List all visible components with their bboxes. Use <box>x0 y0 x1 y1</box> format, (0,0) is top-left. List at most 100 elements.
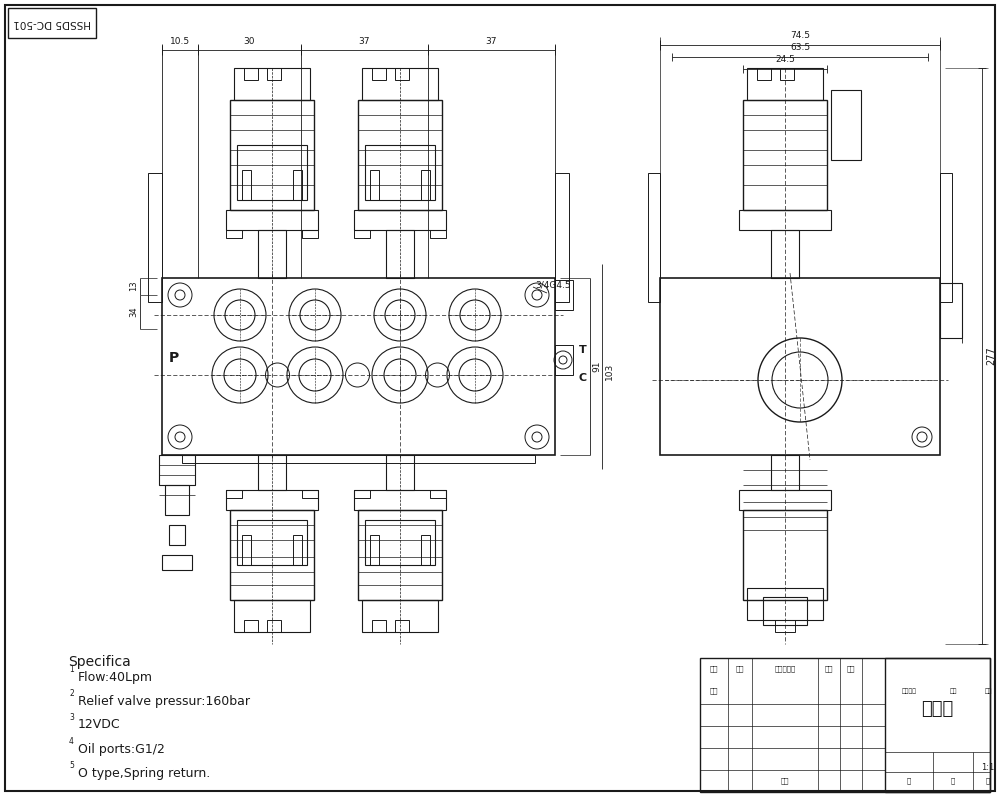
Bar <box>372 620 386 632</box>
Bar <box>358 510 442 600</box>
Text: 签字: 签字 <box>825 665 833 673</box>
Text: 10.5: 10.5 <box>170 37 190 45</box>
Text: 标记: 标记 <box>710 665 718 673</box>
Text: Specifica: Specifica <box>68 655 131 669</box>
Text: 37: 37 <box>359 37 370 45</box>
Text: HSSD5 DC-501: HSSD5 DC-501 <box>13 18 91 28</box>
Bar <box>421 170 430 200</box>
Text: T: T <box>579 345 587 355</box>
Bar <box>226 230 242 238</box>
Text: P: P <box>169 351 179 365</box>
Text: 3: 3 <box>69 713 74 722</box>
Bar <box>362 68 438 100</box>
Bar <box>940 283 962 338</box>
Bar <box>226 490 318 510</box>
Bar <box>395 620 409 632</box>
Bar <box>302 230 318 238</box>
Bar <box>747 68 823 100</box>
Bar <box>372 68 386 80</box>
Bar <box>230 510 314 600</box>
Text: 24.5: 24.5 <box>775 56 795 64</box>
Bar <box>739 490 831 510</box>
Text: 30: 30 <box>244 37 255 45</box>
Text: 比例: 比例 <box>984 689 992 694</box>
Text: O type,Spring return.: O type,Spring return. <box>78 767 210 779</box>
Text: 12VDC: 12VDC <box>78 719 121 732</box>
Bar <box>555 173 569 302</box>
Bar <box>182 455 535 463</box>
Bar <box>430 230 446 238</box>
Bar <box>230 100 314 210</box>
Bar <box>940 173 952 302</box>
Text: 63.5: 63.5 <box>790 44 810 53</box>
Bar <box>267 68 281 80</box>
Bar <box>234 600 310 632</box>
Bar <box>763 597 807 625</box>
Bar <box>293 535 302 565</box>
Bar <box>421 535 430 565</box>
Text: 1:1: 1:1 <box>981 763 995 772</box>
Bar <box>365 520 435 565</box>
Text: 重量: 重量 <box>949 689 957 694</box>
Bar <box>743 100 827 210</box>
Text: 91: 91 <box>592 361 602 372</box>
Text: 日期: 日期 <box>781 778 789 784</box>
Text: 设计: 设计 <box>710 688 718 694</box>
Bar <box>771 230 799 278</box>
Text: 张: 张 <box>951 778 955 784</box>
Text: 处数: 处数 <box>736 665 744 673</box>
Bar <box>242 170 251 200</box>
Bar <box>700 658 990 792</box>
Bar <box>660 278 940 455</box>
Text: 74.5: 74.5 <box>790 30 810 40</box>
Bar <box>780 68 794 80</box>
Bar <box>293 170 302 200</box>
Bar <box>386 230 414 278</box>
Bar <box>739 210 831 230</box>
Text: 103: 103 <box>604 362 614 380</box>
Bar <box>226 490 242 498</box>
Bar <box>354 490 446 510</box>
Text: C: C <box>579 373 587 383</box>
Text: Relief valve pressur:160bar: Relief valve pressur:160bar <box>78 694 250 708</box>
Bar <box>258 230 286 278</box>
Text: 第: 第 <box>986 778 990 784</box>
Text: 13: 13 <box>130 281 138 291</box>
Bar <box>354 490 370 498</box>
Bar <box>747 588 823 620</box>
Text: 37: 37 <box>486 37 497 45</box>
Bar <box>555 345 573 375</box>
Bar <box>244 620 258 632</box>
Bar <box>757 68 771 80</box>
Text: 共: 共 <box>907 778 911 784</box>
Bar <box>775 620 795 632</box>
Bar <box>148 173 162 302</box>
Text: Flow:40Lpm: Flow:40Lpm <box>78 670 153 684</box>
Text: 4: 4 <box>69 737 74 746</box>
Bar <box>370 170 379 200</box>
Bar <box>354 230 370 238</box>
Bar <box>365 145 435 200</box>
Bar <box>395 68 409 80</box>
Text: 2: 2 <box>69 689 74 698</box>
Text: 外形图: 外形图 <box>921 700 953 718</box>
Bar <box>354 210 446 230</box>
Bar <box>386 455 414 490</box>
Bar <box>771 455 799 490</box>
Bar <box>885 658 990 792</box>
Text: 5: 5 <box>69 761 74 770</box>
Bar <box>302 490 318 498</box>
Bar <box>430 490 446 498</box>
Bar <box>162 555 192 570</box>
Bar <box>648 173 660 302</box>
Bar <box>267 620 281 632</box>
Text: 1: 1 <box>69 665 74 674</box>
Bar <box>165 485 189 515</box>
Text: 3/4G4.5: 3/4G4.5 <box>535 280 571 290</box>
Text: 277: 277 <box>986 346 996 365</box>
Bar <box>159 455 195 485</box>
Bar <box>831 90 861 160</box>
Bar <box>234 68 310 100</box>
Bar <box>258 455 286 490</box>
Text: 更改文件号: 更改文件号 <box>774 665 796 673</box>
